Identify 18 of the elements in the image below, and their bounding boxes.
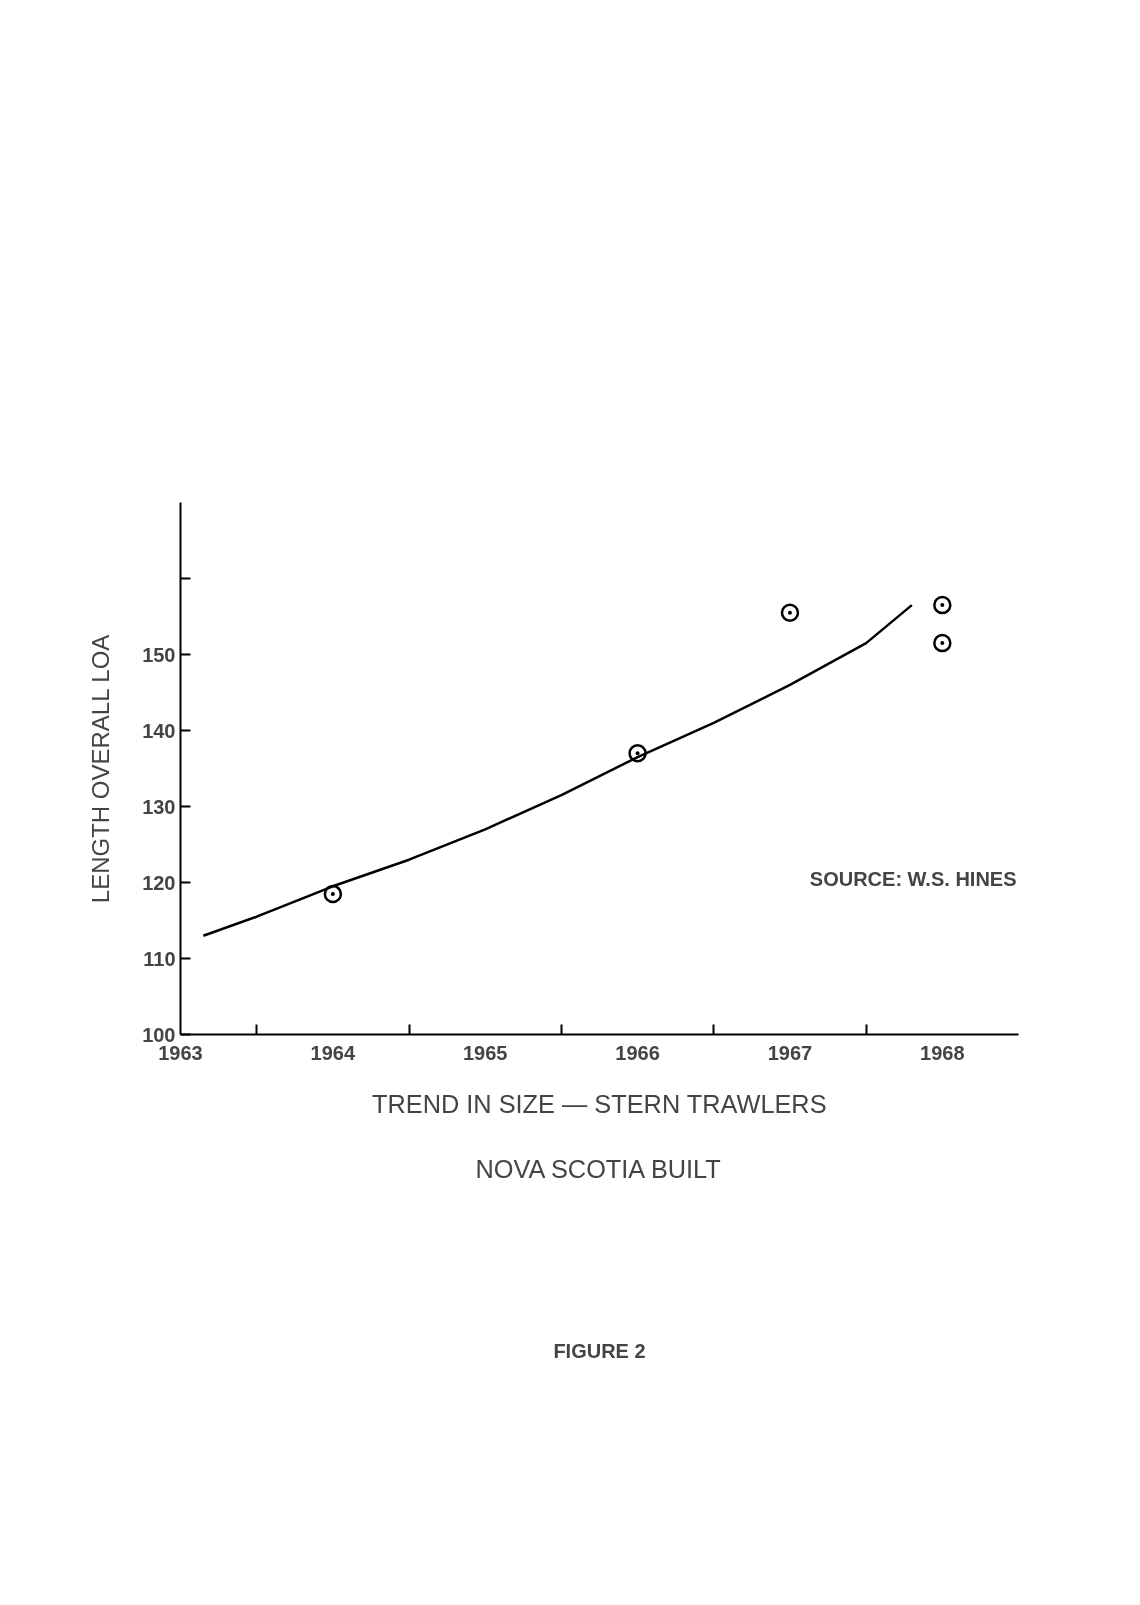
annotation: SOURCE: W.S. HINES [809,867,1017,890]
text: NOVA SCOTIA BUILT [475,1154,721,1183]
caption: FIGURE 2 [553,1339,646,1362]
y-tick-label: 150 [142,643,176,666]
x-tick-label: 1964 [310,1041,356,1064]
y-tick-label: 130 [142,795,176,818]
point [780,603,800,622]
y-tick-label: 140 [142,719,176,742]
x-tick-label: 1967 [767,1041,813,1064]
text: TREND IN SIZE — STERN TRAWLERS [372,1089,827,1118]
point [933,595,952,615]
y-axis-title: LENGTH OVERALL LOA [87,634,115,904]
x-tick-label: 1966 [615,1041,660,1064]
y-tick-label: 110 [143,947,176,970]
x-tick-label: 1968 [920,1041,965,1064]
x-tick-label: 1965 [462,1041,508,1064]
y-tick-label: 120 [142,871,176,894]
point [933,633,952,653]
